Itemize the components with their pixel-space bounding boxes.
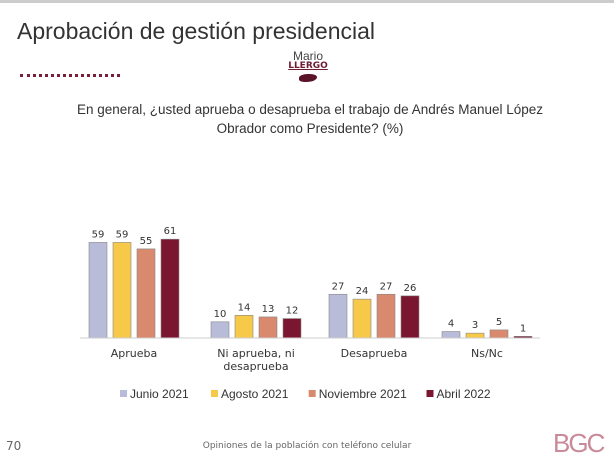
page-title: Aprobación de gestión presidencial bbox=[17, 18, 376, 44]
legend-label: Noviembre 2021 bbox=[319, 387, 407, 401]
data-label: 10 bbox=[214, 309, 227, 320]
page-number: 70 bbox=[6, 439, 22, 453]
bar bbox=[160, 238, 180, 339]
data-label: 55 bbox=[140, 236, 153, 247]
brand-logo: BGC bbox=[553, 428, 605, 458]
category-label: Ni aprueba, ni bbox=[217, 347, 295, 360]
chart-title: En general, ¿usted aprueba o desaprueba … bbox=[76, 102, 544, 136]
bar bbox=[465, 332, 485, 339]
top-border bbox=[0, 0, 614, 3]
data-label: 27 bbox=[332, 281, 345, 292]
data-label: 13 bbox=[262, 304, 275, 315]
data-label: 24 bbox=[356, 286, 369, 297]
bar bbox=[441, 331, 461, 339]
bar bbox=[136, 248, 156, 339]
data-label: 14 bbox=[238, 302, 251, 313]
bar bbox=[88, 242, 108, 339]
legend-label: Abril 2022 bbox=[437, 387, 491, 401]
bar bbox=[282, 318, 302, 339]
data-label: 1 bbox=[520, 323, 526, 334]
logo: Mario LLERGO bbox=[283, 50, 333, 82]
data-label: 5 bbox=[496, 317, 502, 328]
data-label: 3 bbox=[472, 320, 478, 331]
data-label: 12 bbox=[286, 306, 299, 317]
legend-label: Agosto 2021 bbox=[221, 387, 289, 401]
footer-note: Opiniones de la población con teléfono c… bbox=[202, 441, 412, 451]
data-label: 27 bbox=[380, 281, 393, 292]
data-label: 59 bbox=[116, 229, 129, 240]
data-label: 4 bbox=[448, 319, 454, 330]
data-label: 61 bbox=[164, 226, 177, 237]
data-label: 59 bbox=[92, 229, 105, 240]
category-label: Aprueba bbox=[111, 347, 158, 360]
bar bbox=[210, 321, 230, 339]
legend-swatch bbox=[120, 390, 127, 397]
category-label: Desaprueba bbox=[341, 347, 408, 360]
legend-swatch bbox=[308, 390, 316, 397]
dotted-divider bbox=[20, 74, 120, 77]
bar bbox=[112, 242, 132, 339]
bar bbox=[234, 315, 254, 339]
bar bbox=[489, 329, 509, 339]
bar bbox=[376, 293, 396, 339]
legend-swatch bbox=[426, 390, 434, 397]
bar bbox=[352, 298, 372, 339]
category-label: desaprueba bbox=[223, 360, 288, 373]
data-label: 26 bbox=[404, 283, 417, 294]
category-label: Ns/Nc bbox=[471, 347, 503, 360]
bar bbox=[400, 295, 420, 339]
bar bbox=[328, 293, 348, 339]
legend-swatch bbox=[211, 390, 218, 397]
legend-label: Junio 2021 bbox=[130, 387, 189, 401]
bar bbox=[258, 316, 278, 339]
